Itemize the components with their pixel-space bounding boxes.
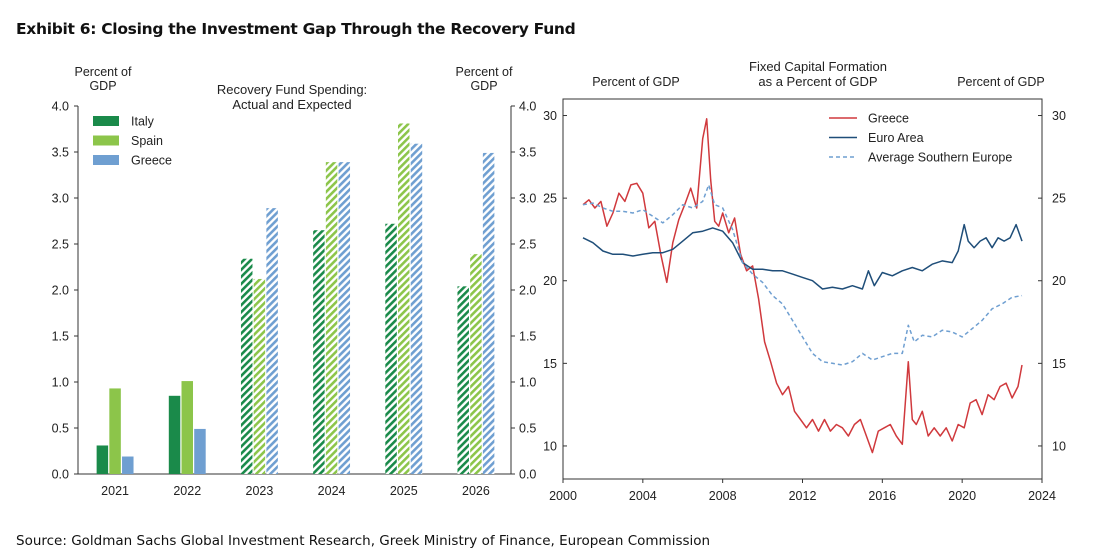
- bar-x-tick-label: 2024: [318, 484, 346, 498]
- bar-right-axis-label: Percent of: [456, 65, 514, 79]
- legend-swatch-greece: [93, 155, 119, 165]
- bar-italy: [457, 286, 469, 474]
- bar-greece: [194, 428, 206, 474]
- line-right-tick-label: 30: [1052, 109, 1066, 123]
- bar-italy: [168, 395, 181, 474]
- bar-left-tick-label: 3.0: [52, 192, 69, 206]
- source-note: Source: Goldman Sachs Global Investment …: [16, 533, 711, 549]
- bar-x-tick-label: 2025: [390, 484, 418, 498]
- legend-swatch-italy: [93, 116, 119, 126]
- legend-label-euro-area: Euro Area: [868, 131, 924, 145]
- bar-italy: [240, 258, 253, 474]
- bar-spain: [470, 254, 482, 474]
- bar-right-axis-label: GDP: [470, 79, 497, 93]
- line-left-axis-label: Percent of GDP: [592, 75, 680, 89]
- bar-right-tick-label: 0.0: [519, 468, 536, 482]
- bar-right-tick-label: 4.0: [519, 100, 536, 114]
- legend-label-spain: Spain: [131, 134, 163, 148]
- bar-italy: [313, 230, 325, 474]
- legend-swatch-spain: [93, 135, 119, 146]
- line-left-tick-label: 20: [543, 274, 557, 288]
- bar-italy: [96, 445, 109, 474]
- bar-left-tick-label: 0.0: [52, 468, 69, 482]
- bar-spain: [109, 388, 121, 474]
- line-x-tick-label: 2004: [629, 489, 657, 503]
- bar-chart-title: Recovery Fund Spending:: [217, 82, 367, 97]
- bar-spain: [181, 381, 193, 474]
- bar-greece: [266, 208, 278, 474]
- series-line-euro-area: [582, 223, 1023, 290]
- bar-greece: [338, 162, 351, 474]
- bar-x-tick-label: 2021: [101, 484, 129, 498]
- bar-left-tick-label: 1.0: [52, 376, 69, 390]
- bar-x-tick-label: 2026: [462, 484, 490, 498]
- legend-label-average-southern-europe: Average Southern Europe: [868, 151, 1012, 165]
- line-right-axis-label: Percent of GDP: [957, 75, 1045, 89]
- legend-label-greece: Greece: [131, 154, 172, 168]
- bar-greece: [410, 143, 423, 474]
- line-chart-subtitle: as a Percent of GDP: [758, 74, 877, 89]
- bar-greece: [482, 152, 495, 475]
- series-line-average-southern-europe: [582, 184, 1023, 366]
- line-x-tick-label: 2008: [709, 489, 737, 503]
- exhibit-title: Exhibit 6: Closing the Investment Gap Th…: [16, 20, 576, 38]
- bar-right-tick-label: 1.5: [519, 330, 536, 344]
- bar-left-axis-label: Percent of: [75, 65, 133, 79]
- line-x-tick-label: 2020: [948, 489, 976, 503]
- bar-left-axis-label: GDP: [89, 79, 116, 93]
- line-chart-title: Fixed Capital Formation: [749, 59, 887, 74]
- bar-left-tick-label: 2.5: [52, 238, 69, 252]
- line-left-tick-label: 10: [543, 439, 557, 453]
- bar-left-tick-label: 3.5: [52, 146, 69, 160]
- line-x-tick-label: 2016: [868, 489, 896, 503]
- line-x-tick-label: 2024: [1028, 489, 1056, 503]
- bar-left-tick-label: 4.0: [52, 100, 69, 114]
- bar-right-tick-label: 1.0: [519, 376, 536, 390]
- bar-x-tick-label: 2022: [173, 484, 201, 498]
- line-left-tick-label: 30: [543, 109, 557, 123]
- bar-italy: [385, 223, 397, 474]
- legend-label-italy: Italy: [131, 115, 155, 129]
- line-right-tick-label: 15: [1052, 357, 1066, 371]
- bar-spain: [253, 278, 266, 474]
- bar-left-tick-label: 2.0: [52, 284, 69, 298]
- bar-right-tick-label: 0.5: [519, 422, 536, 436]
- bar-spain: [325, 162, 338, 474]
- bar-right-tick-label: 3.0: [519, 192, 536, 206]
- line-left-tick-label: 25: [543, 192, 557, 206]
- bar-right-tick-label: 2.0: [519, 284, 536, 298]
- bar-chart-subtitle: Actual and Expected: [232, 97, 351, 112]
- line-right-tick-label: 10: [1052, 439, 1066, 453]
- bar-greece: [122, 456, 134, 474]
- bar-right-tick-label: 2.5: [519, 238, 536, 252]
- line-right-tick-label: 20: [1052, 274, 1066, 288]
- bar-left-tick-label: 1.5: [52, 330, 69, 344]
- line-x-tick-label: 2012: [789, 489, 817, 503]
- bar-left-tick-label: 0.5: [52, 422, 69, 436]
- series-line-greece: [582, 118, 1023, 454]
- line-x-tick-label: 2000: [549, 489, 577, 503]
- bar-spain: [398, 123, 410, 474]
- bar-right-tick-label: 3.5: [519, 146, 536, 160]
- bar-x-tick-label: 2023: [246, 484, 274, 498]
- legend-label-greece: Greece: [868, 112, 909, 126]
- line-left-tick-label: 15: [543, 357, 557, 371]
- line-right-tick-label: 25: [1052, 192, 1066, 206]
